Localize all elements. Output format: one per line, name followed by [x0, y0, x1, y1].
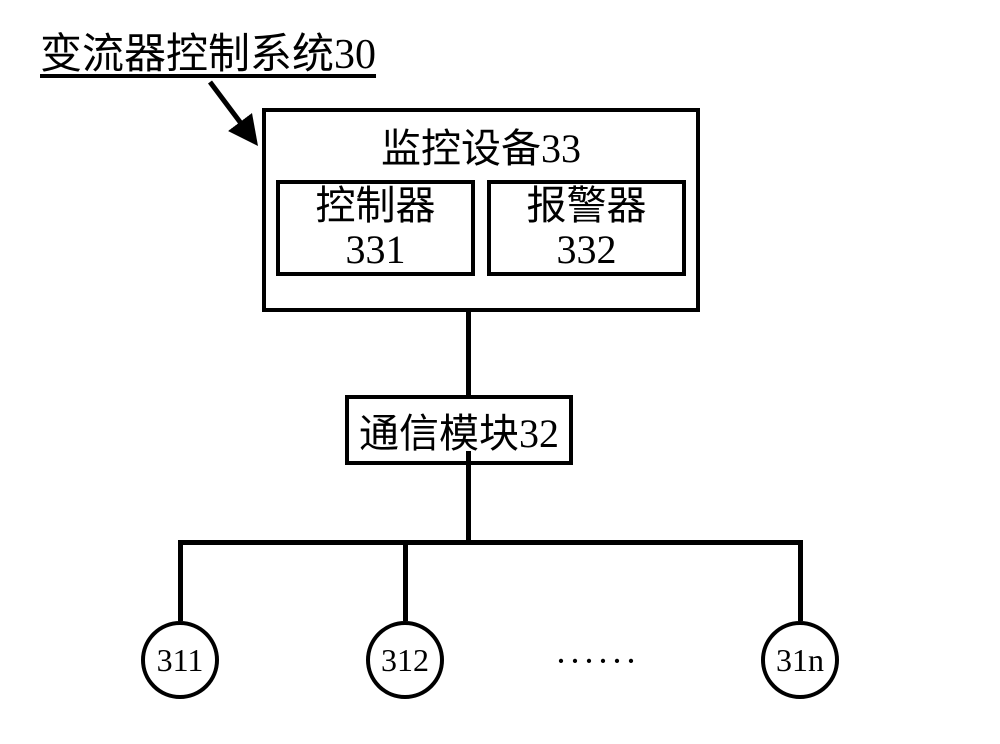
- alarm-label-1: 报警器: [527, 184, 647, 228]
- controller-label-1: 控制器: [316, 184, 436, 228]
- monitor-inner-row: 控制器 331 报警器 332: [266, 180, 696, 286]
- alarm-label-2: 332: [557, 228, 617, 272]
- controller-label-2: 331: [346, 228, 406, 272]
- bus-horizontal: [178, 540, 803, 545]
- controller-box: 控制器 331: [276, 180, 475, 276]
- node-circle-n-label: 31n: [776, 642, 824, 679]
- drop-2: [403, 540, 408, 621]
- node-circle-n: 31n: [761, 621, 839, 699]
- drop-1: [178, 540, 183, 621]
- connector-comm-bus: [466, 451, 471, 540]
- node-circle-2-label: 312: [381, 642, 429, 679]
- node-circle-1-label: 311: [157, 642, 204, 679]
- monitor-box-label: 监控设备33: [381, 112, 581, 180]
- node-circle-1: 311: [141, 621, 219, 699]
- connector-monitor-comm: [466, 312, 471, 395]
- ellipsis-dots: ······: [555, 640, 639, 682]
- comm-box-label: 通信模块32: [359, 411, 559, 456]
- comm-box: 通信模块32: [345, 395, 573, 465]
- monitor-box: 监控设备33 控制器 331 报警器 332: [262, 108, 700, 312]
- alarm-box: 报警器 332: [487, 180, 686, 276]
- drop-3: [798, 540, 803, 621]
- diagram-title: 变流器控制系统30: [40, 20, 376, 81]
- node-circle-2: 312: [366, 621, 444, 699]
